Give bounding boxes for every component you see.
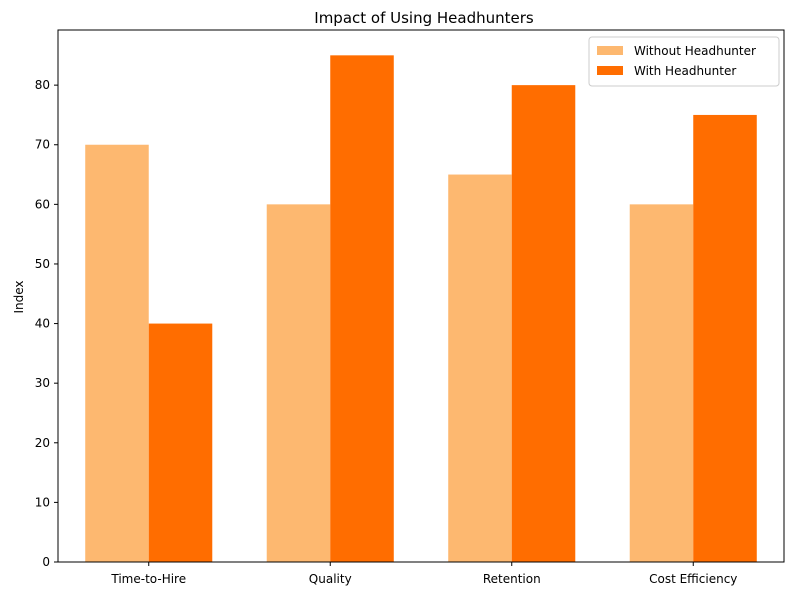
legend-label: Without Headhunter [634, 44, 756, 58]
x-tick-label: Time-to-Hire [110, 572, 186, 586]
bar-without-headhunter-quality [266, 204, 331, 562]
bar-with-headhunter-time-to-hire [148, 323, 213, 562]
bar-with-headhunter-cost-efficiency [693, 114, 757, 563]
x-tick-label: Quality [309, 572, 352, 586]
y-tick-label: 80 [35, 78, 50, 92]
y-axis-label: Index [12, 280, 26, 313]
bar-without-headhunter-cost-efficiency [629, 204, 694, 562]
legend-box [588, 36, 780, 87]
y-tick-label: 40 [35, 317, 50, 331]
legend-label: With Headhunter [634, 64, 736, 78]
x-tick-label: Retention [483, 572, 541, 586]
bar-with-headhunter-quality [330, 55, 394, 562]
y-tick-label: 20 [35, 436, 50, 450]
legend-swatch [597, 66, 623, 75]
bar-without-headhunter-time-to-hire [85, 144, 149, 562]
bar-with-headhunter-retention [511, 85, 576, 562]
legend-swatch [597, 46, 623, 55]
plot-frame [57, 29, 785, 563]
bar-without-headhunter-retention [448, 174, 512, 563]
y-tick-label: 70 [35, 138, 50, 152]
y-tick-label: 30 [35, 376, 50, 390]
y-tick-label: 50 [35, 257, 50, 271]
x-tick-label: Cost Efficiency [649, 572, 737, 586]
y-tick-label: 60 [35, 197, 50, 211]
y-tick-label: 10 [35, 495, 50, 509]
y-tick-label: 0 [42, 555, 50, 569]
chart-title: Impact of Using Headhunters [314, 9, 534, 27]
plot-area: 0 10 20 30 40 50 60 70 80 Time-to-Hire Quality Rete… [35, 29, 785, 586]
legend: Without Headhunter With Headhunter [588, 36, 780, 87]
